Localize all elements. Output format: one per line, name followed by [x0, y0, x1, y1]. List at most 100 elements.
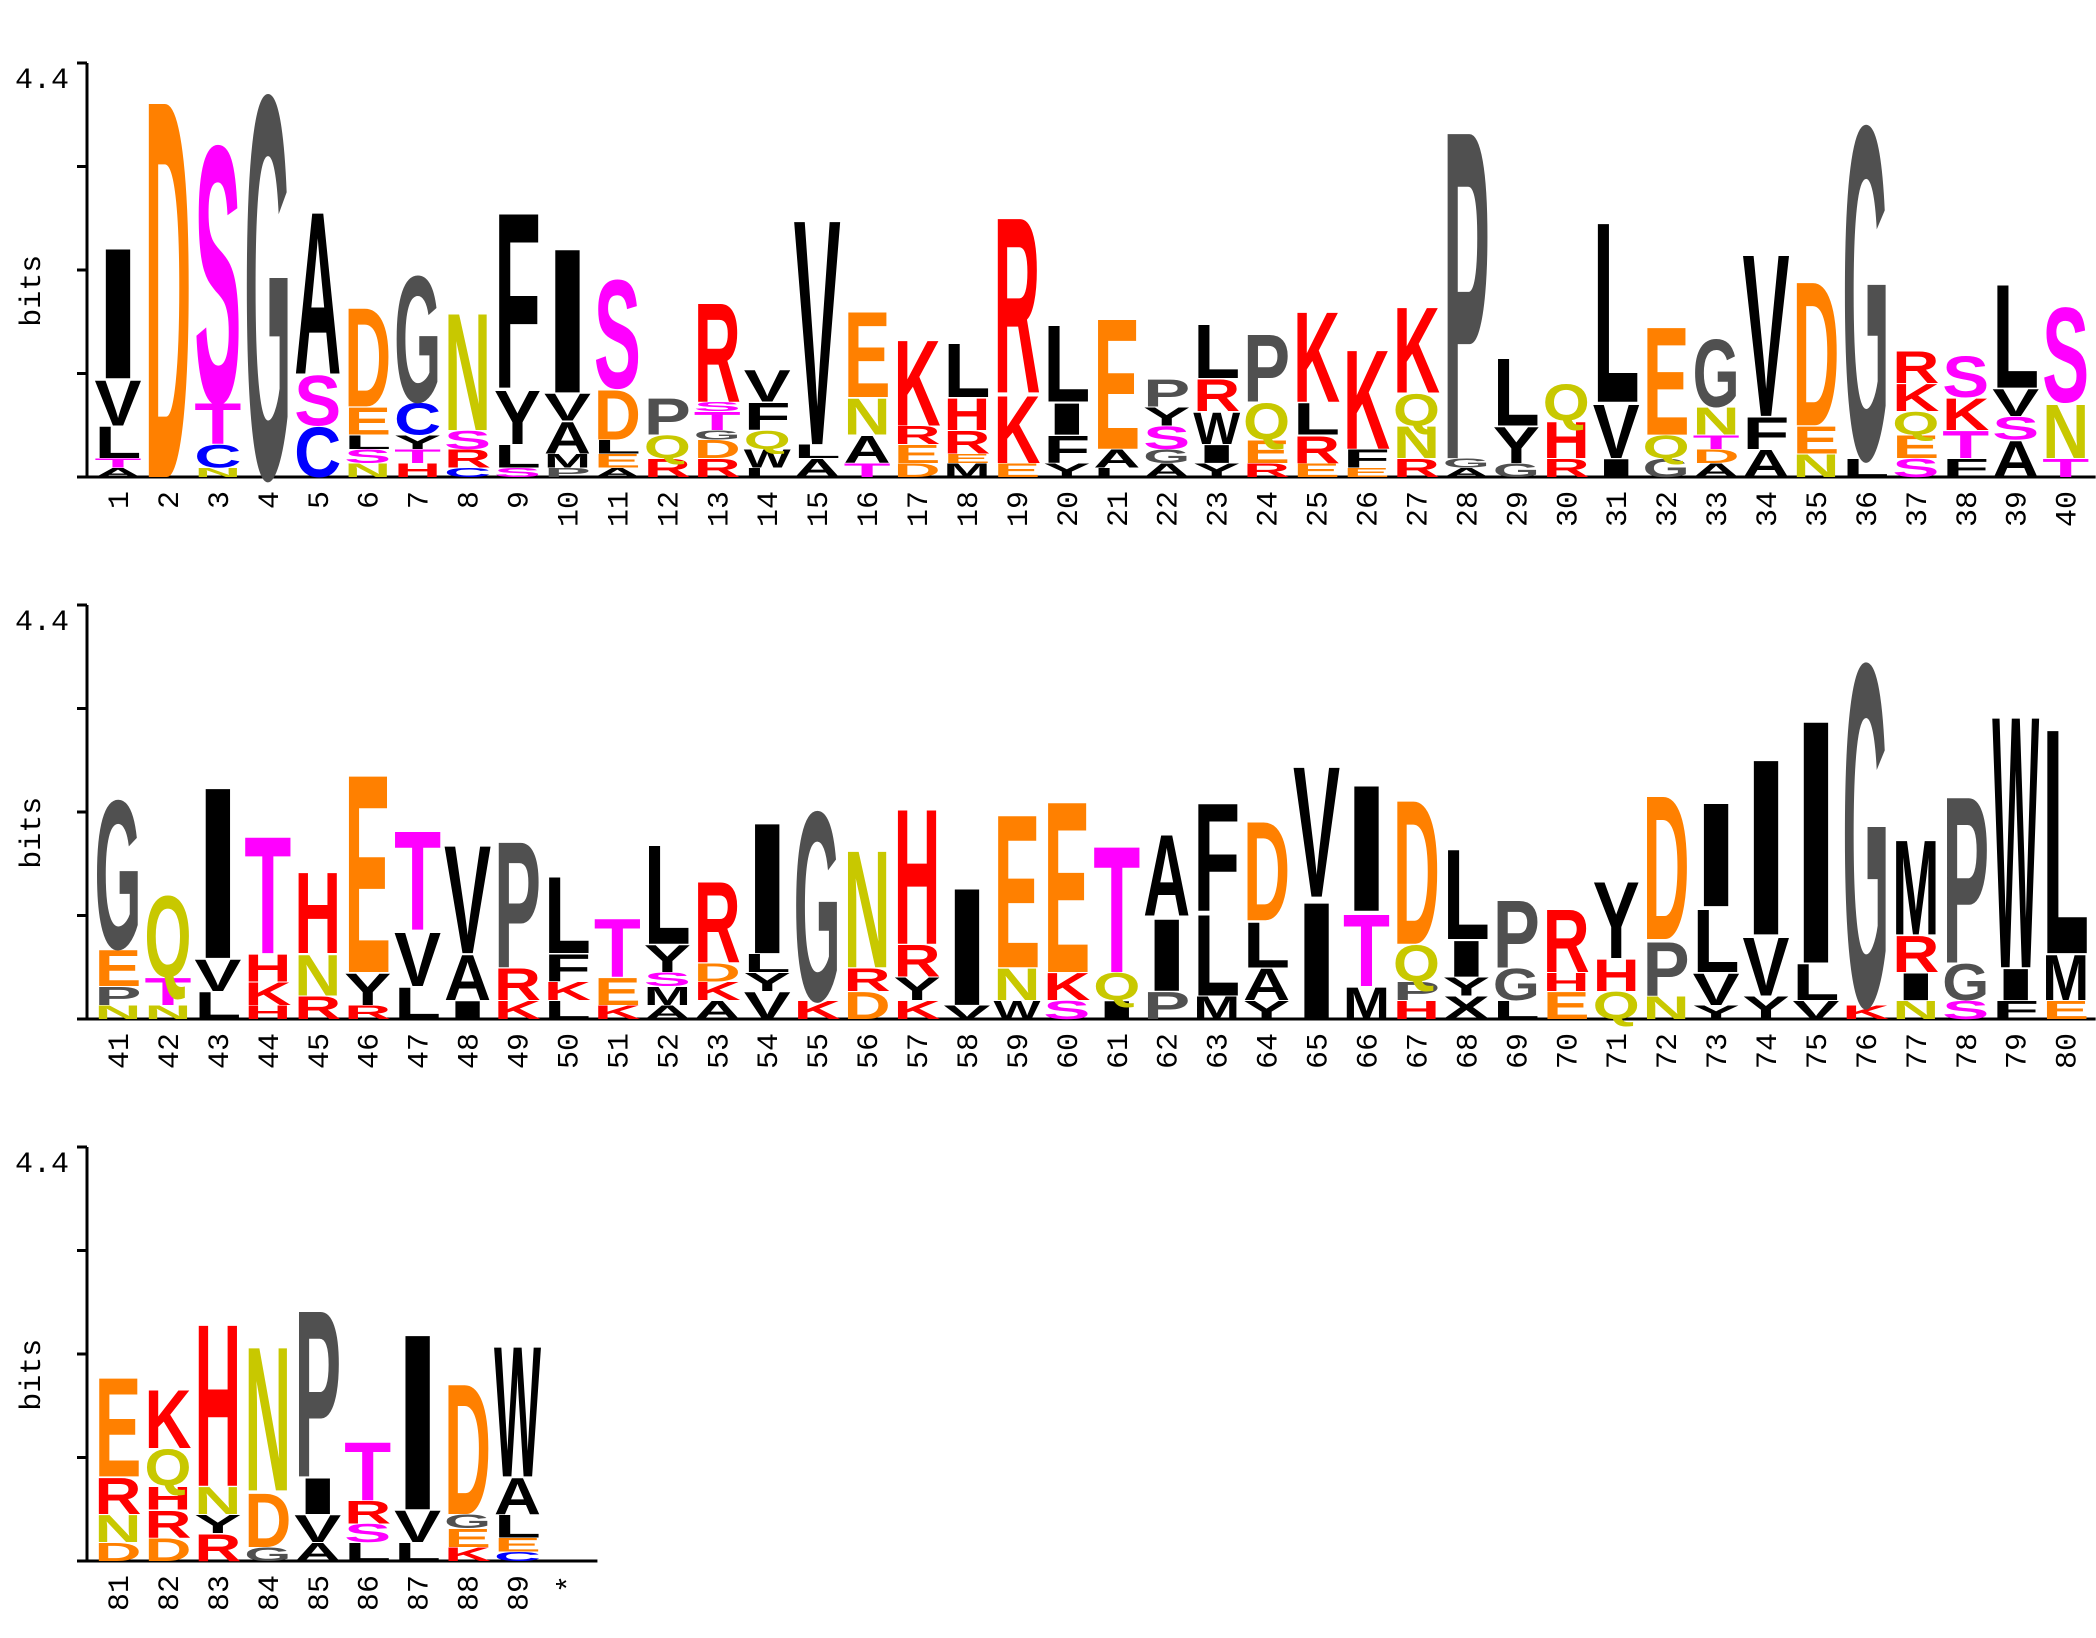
- residue-letter: I: [944, 854, 991, 1041]
- residue-letter: V: [1743, 205, 1790, 465]
- residue-letter: N: [1693, 400, 1740, 443]
- residue-letter: I: [1992, 960, 2039, 1010]
- position-label: 53: [703, 1033, 737, 1069]
- position-label: 14: [753, 491, 787, 527]
- residue-letter: Q: [1892, 406, 1939, 442]
- residue-letter: D: [1393, 758, 1440, 988]
- residue-letter: K: [894, 315, 941, 452]
- position-label: 49: [504, 1033, 538, 1069]
- residue-letter: R: [844, 962, 891, 998]
- residue-letter: C: [444, 465, 491, 479]
- residue-letter: E: [993, 770, 1040, 1015]
- residue-letter: D: [1693, 446, 1740, 468]
- y-tick-label: 4.4: [15, 606, 69, 640]
- residue-letter: G: [1693, 319, 1740, 427]
- residue-letter: I: [744, 784, 791, 994]
- residue-letter: F: [1743, 409, 1790, 459]
- position-label: 45: [304, 1033, 338, 1069]
- residue-letter: L: [394, 1538, 441, 1567]
- residue-letter: H: [1593, 951, 1640, 1001]
- residue-letter: Q: [144, 872, 191, 1002]
- residue-letter: Q: [144, 1439, 191, 1497]
- residue-letter: N: [95, 1507, 142, 1550]
- residue-letter: K: [1293, 285, 1340, 429]
- position-label: 62: [1153, 1033, 1187, 1069]
- residue-letter: M: [1193, 990, 1240, 1026]
- residue-letter: Q: [1393, 385, 1440, 435]
- position-label: 54: [753, 1033, 787, 1069]
- position-label: 74: [1752, 1033, 1786, 1069]
- residue-letter: T: [194, 392, 241, 457]
- residue-letter: C: [294, 414, 341, 493]
- residue-letter: N: [1643, 990, 1690, 1026]
- residue-letter: R: [993, 165, 1040, 446]
- position-label: 42: [154, 1033, 188, 1069]
- position-label: 69: [1502, 1033, 1536, 1069]
- residue-letter: D: [244, 1477, 291, 1564]
- position-label: 58: [953, 1033, 987, 1069]
- residue-letter: S: [494, 465, 541, 479]
- residue-letter: M: [1892, 813, 1939, 964]
- residue-letter: A: [1992, 430, 2039, 488]
- residue-letter: L: [344, 432, 391, 454]
- position-label: 23: [1203, 491, 1237, 527]
- residue-letter: P: [644, 388, 691, 446]
- residue-letter: T: [694, 407, 741, 436]
- residue-letter: F: [1992, 996, 2039, 1025]
- residue-letter: H: [194, 1275, 241, 1535]
- residue-letter: S: [644, 969, 691, 991]
- residue-letter: L: [494, 438, 541, 474]
- residue-letter: S: [694, 400, 741, 414]
- residue-letter: I: [1193, 440, 1240, 469]
- position-label: 86: [354, 1575, 388, 1611]
- position-label: 76: [1852, 1033, 1886, 1069]
- residue-letter: A: [844, 428, 891, 471]
- residue-letter: T: [344, 1423, 391, 1518]
- position-label: 80: [2052, 1033, 2086, 1069]
- residue-letter: E: [95, 939, 142, 997]
- residue-letter: R: [894, 421, 941, 450]
- residue-letter: N: [844, 388, 891, 446]
- position-label: 11: [603, 491, 637, 527]
- position-label: 68: [1452, 1033, 1486, 1069]
- position-label: 7: [404, 491, 438, 509]
- residue-letter: N: [1393, 418, 1440, 468]
- residue-letter: L: [1193, 308, 1240, 395]
- position-label: 13: [703, 491, 737, 527]
- residue-letter: M: [644, 982, 691, 1011]
- residue-letter: K: [1393, 282, 1440, 419]
- residue-letter: I: [194, 735, 241, 1010]
- position-label: 37: [1902, 491, 1936, 527]
- position-label: 31: [1602, 491, 1636, 527]
- residue-letter: T: [2042, 454, 2089, 483]
- residue-letter: G: [394, 238, 441, 440]
- residue-letter: L: [1842, 454, 1889, 483]
- residue-letter: F: [1942, 454, 1989, 483]
- position-label: 70: [1552, 1033, 1586, 1069]
- residue-letter: L: [1443, 823, 1490, 967]
- residue-letter: K: [594, 1002, 641, 1024]
- residue-letter: T: [1942, 423, 1989, 466]
- residue-letter: R: [344, 1494, 391, 1530]
- residue-letter: Y: [1043, 460, 1090, 482]
- position-label: 10: [553, 491, 587, 527]
- position-label: 81: [104, 1575, 138, 1611]
- residue-letter: Y: [1443, 973, 1490, 1002]
- residue-letter: I: [1693, 771, 1740, 938]
- position-label: 65: [1303, 1033, 1337, 1069]
- residue-letter: L: [194, 984, 241, 1027]
- residue-letter: G: [244, 0, 291, 594]
- residue-letter: I: [1593, 454, 1640, 483]
- residue-letter: D: [894, 460, 941, 482]
- residue-letter: H: [144, 1480, 191, 1516]
- residue-letter: K: [993, 375, 1040, 483]
- residue-letter: H: [394, 460, 441, 482]
- residue-letter: Y: [1693, 1002, 1740, 1024]
- residue-letter: P: [294, 1260, 341, 1527]
- residue-letter: E: [594, 970, 641, 1013]
- residue-letter: M: [544, 450, 591, 472]
- residue-letter: E: [1543, 984, 1590, 1027]
- residue-letter: P: [1143, 984, 1190, 1027]
- residue-letter: K: [894, 996, 941, 1025]
- residue-letter: P: [1243, 314, 1290, 422]
